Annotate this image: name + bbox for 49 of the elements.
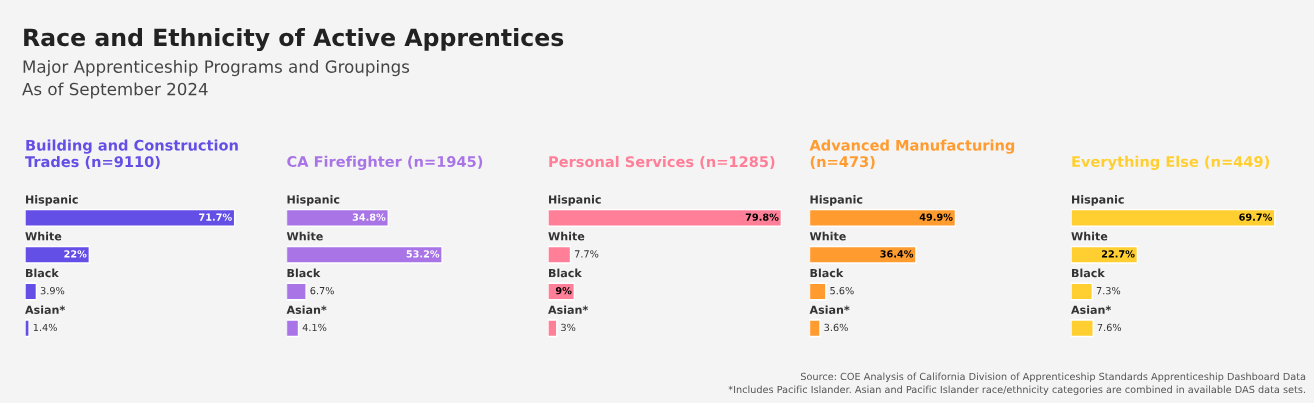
data-label: 3.6% bbox=[824, 323, 848, 332]
data-label: 1.4% bbox=[33, 323, 57, 332]
y-tick-label: Hispanic bbox=[26, 195, 78, 206]
data-label: 71.7% bbox=[199, 213, 232, 221]
chart-title: Building and Construction Trades (n=9110) bbox=[25, 139, 238, 169]
y-tick-label: Hispanic bbox=[810, 195, 863, 206]
y-tick-label: Black bbox=[810, 268, 844, 278]
y-tick-label: Hispanic bbox=[287, 195, 340, 206]
data-label: 9% bbox=[555, 286, 572, 295]
data-label: 5.6% bbox=[830, 286, 854, 295]
y-tick-label: Asian* bbox=[286, 305, 327, 314]
chart-title: CA Firefighter (n=1945) bbox=[287, 155, 483, 170]
data-label: 7.7% bbox=[574, 250, 599, 258]
data-label: 3% bbox=[561, 323, 576, 332]
y-tick-label: Asian* bbox=[1071, 305, 1112, 314]
data-label: 3.9% bbox=[40, 286, 65, 295]
y-tick-label: Black bbox=[1072, 268, 1105, 278]
y-tick-label: Asian* bbox=[809, 305, 850, 314]
y-tick-label: White bbox=[25, 231, 62, 241]
y-tick-label: Asian* bbox=[25, 305, 66, 314]
data-label: 49.9% bbox=[919, 213, 953, 221]
y-tick-label: Asian* bbox=[548, 305, 589, 314]
text: *Includes Pacific Islander. Asian and Pacific Islander race/ethnicity categories are combined in available DAS data sets. bbox=[728, 385, 1305, 395]
y-tick-label: Hispanic bbox=[1072, 195, 1124, 206]
y-tick-label: White bbox=[286, 231, 323, 241]
data-label: 4.1% bbox=[302, 323, 327, 332]
data-label: 36.4% bbox=[880, 250, 914, 258]
y-tick-label: Black bbox=[26, 268, 59, 278]
chart-title: Advanced Manufacturing (n=473) bbox=[809, 139, 1015, 169]
data-label: 79.8% bbox=[745, 213, 779, 221]
y-tick-label: White bbox=[548, 231, 585, 241]
data-label: 7.3% bbox=[1096, 286, 1121, 295]
chart-title: Everything Else (n=449) bbox=[1072, 155, 1270, 170]
y-tick-label: Hispanic bbox=[549, 195, 601, 206]
text: Race and Ethnicity of Active Apprentices bbox=[24, 28, 564, 52]
data-label: 6.7% bbox=[310, 286, 334, 295]
data-label: 34.8% bbox=[352, 213, 386, 221]
chart-title: Personal Services (n=1285) bbox=[549, 155, 775, 169]
data-label: 22% bbox=[64, 250, 87, 258]
data-label: 7.6% bbox=[1097, 323, 1122, 332]
data-label: 53.2% bbox=[406, 250, 440, 258]
text: Major Apprenticeship Programs and Groupings As of September 2024 bbox=[22, 60, 410, 99]
data-label: 22.7% bbox=[1101, 250, 1135, 258]
y-tick-label: White bbox=[809, 231, 846, 241]
source-note: Source: COE Analysis of California Division of Apprenticeship Standards Apprenticeship Dashboard Data bbox=[800, 372, 1306, 382]
y-tick-label: Black bbox=[549, 268, 582, 278]
data-label: 69.7% bbox=[1239, 213, 1273, 221]
y-tick-label: White bbox=[1071, 231, 1108, 241]
y-tick-label: Black bbox=[287, 268, 321, 278]
